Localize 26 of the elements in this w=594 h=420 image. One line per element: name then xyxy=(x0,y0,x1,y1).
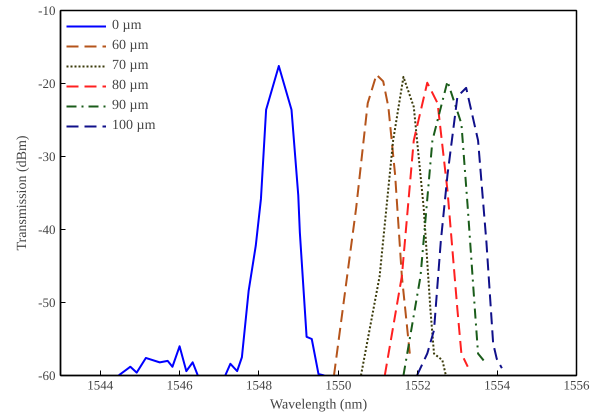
legend-label: 0 µm xyxy=(112,18,142,34)
line-series xyxy=(332,74,411,376)
x-tick-label: 1544 xyxy=(87,378,114,392)
line-series xyxy=(360,76,447,376)
legend-label: 60 µm xyxy=(112,38,148,54)
line-series xyxy=(416,86,503,376)
x-tick-label: 1552 xyxy=(404,378,431,392)
y-tick-label: -30 xyxy=(38,149,56,164)
y-tick-label: -50 xyxy=(38,295,56,310)
y-tick-label: -40 xyxy=(38,222,56,237)
line-series xyxy=(402,80,488,376)
legend-label: 70 µm xyxy=(112,58,148,74)
line-series xyxy=(384,82,469,376)
x-tick-label: 1550 xyxy=(325,378,352,392)
x-axis-title: Wavelength (nm) xyxy=(270,398,368,412)
y-axis-title: Transmission (dBm) xyxy=(15,135,30,250)
legend-label: 80 µm xyxy=(112,78,148,94)
legend-label: 100 µm xyxy=(112,118,156,134)
x-tick-label: 1556 xyxy=(564,378,590,392)
y-tick-label: -60 xyxy=(38,368,56,383)
legend-label: 90 µm xyxy=(112,98,148,114)
y-tick-label: -10 xyxy=(38,3,56,18)
y-tick-label: -20 xyxy=(38,76,56,91)
x-tick-label: 1554 xyxy=(484,378,511,392)
x-tick-label: 1546 xyxy=(166,378,194,392)
x-tick-label: 1548 xyxy=(246,378,272,392)
